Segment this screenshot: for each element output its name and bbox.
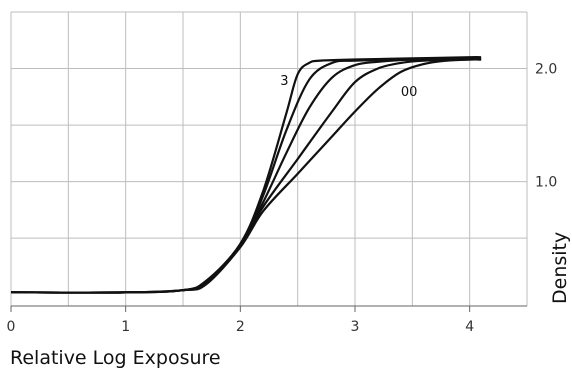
y-tick-label: 2.0	[535, 62, 557, 78]
y-axis-title: Density	[549, 232, 571, 304]
x-tick-label: 4	[465, 319, 474, 335]
y-tick-label: 1.0	[535, 175, 557, 191]
grid	[10, 11, 528, 306]
curves	[10, 56, 482, 294]
x-tick-label: 1	[121, 319, 130, 335]
labels: 3 00	[280, 74, 417, 100]
curve-label: 00	[401, 85, 418, 100]
x-tick-label: 0	[7, 319, 16, 335]
x-tick-label: 3	[351, 319, 360, 335]
axes: 0 1 2 3 4 1.0 2.0	[7, 62, 558, 335]
x-tick-label: 2	[236, 319, 245, 335]
curve-5	[10, 58, 482, 294]
curve-label: 3	[280, 74, 288, 89]
x-axis-title: Relative Log Exposure	[10, 347, 221, 369]
